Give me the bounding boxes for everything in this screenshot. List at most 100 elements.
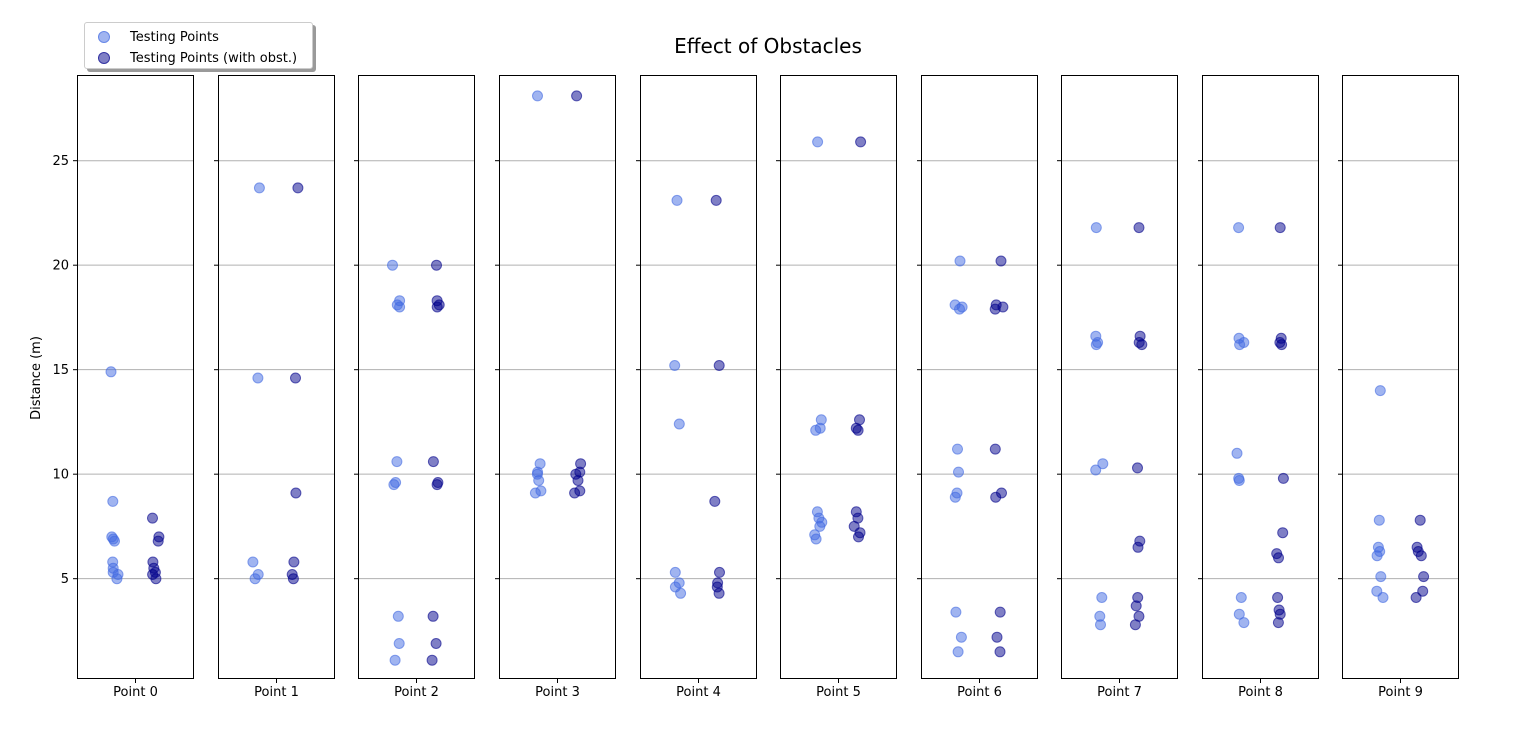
data-point-testing-points-with-obst bbox=[427, 456, 439, 468]
data-point-testing-points bbox=[389, 654, 401, 666]
data-point-testing-points-with-obst bbox=[713, 360, 725, 371]
data-point-testing-points-with-obst bbox=[1274, 222, 1286, 234]
panel-frame bbox=[640, 75, 757, 679]
data-point-testing-points-with-obst bbox=[1136, 339, 1148, 351]
chart-title: Effect of Obstacles bbox=[674, 34, 862, 58]
data-point-testing-points-with-obst bbox=[427, 610, 439, 622]
data-point-testing-points bbox=[1090, 339, 1102, 351]
data-point-testing-points-with-obst bbox=[853, 531, 864, 543]
data-point-testing-points bbox=[671, 194, 683, 206]
panel-point-6: Point 6 bbox=[917, 75, 1038, 700]
data-point-testing-points bbox=[1097, 458, 1109, 470]
data-point-testing-points bbox=[952, 646, 964, 658]
panel-frame bbox=[1061, 75, 1178, 679]
data-point-testing-points-with-obst bbox=[1415, 550, 1427, 562]
x-tick-label: Point 8 bbox=[1238, 685, 1283, 700]
data-point-testing-points-with-obst bbox=[290, 487, 302, 499]
data-point-testing-points-with-obst bbox=[1132, 541, 1144, 553]
data-point-testing-points-with-obst bbox=[994, 606, 1006, 618]
data-point-testing-points-with-obst bbox=[1133, 222, 1145, 234]
data-point-testing-points-with-obst bbox=[855, 136, 867, 148]
data-point-testing-points bbox=[394, 301, 406, 313]
panel-frame bbox=[218, 75, 335, 679]
data-point-testing-points bbox=[953, 466, 964, 478]
data-point-testing-points bbox=[533, 475, 545, 486]
data-point-testing-points-with-obst bbox=[431, 301, 443, 313]
panel-point-4: Point 4 bbox=[636, 75, 757, 700]
data-point-testing-points-with-obst bbox=[714, 566, 725, 578]
data-point-testing-points-with-obst bbox=[1276, 339, 1288, 351]
panel-point-8: Point 8 bbox=[1198, 75, 1319, 700]
y-tick-label: 20 bbox=[52, 259, 69, 274]
panel-point-1: Point 1 bbox=[214, 75, 335, 700]
data-point-testing-points bbox=[1373, 514, 1385, 526]
panel-point-2: Point 2 bbox=[354, 75, 475, 700]
panel-frame bbox=[921, 75, 1038, 679]
x-tick-label: Point 9 bbox=[1378, 685, 1423, 700]
data-point-testing-points bbox=[949, 491, 961, 503]
data-point-testing-points-with-obst bbox=[431, 479, 443, 491]
data-point-testing-points-with-obst bbox=[989, 443, 1001, 455]
data-point-testing-points-with-obst bbox=[1272, 617, 1284, 629]
data-point-testing-points-with-obst bbox=[287, 573, 299, 585]
data-point-testing-points bbox=[111, 573, 123, 585]
data-point-testing-points bbox=[107, 495, 119, 507]
data-point-testing-points bbox=[669, 360, 681, 371]
data-point-testing-points bbox=[1377, 592, 1389, 603]
data-point-testing-points-with-obst bbox=[990, 491, 1002, 503]
data-point-testing-points-with-obst bbox=[292, 182, 304, 194]
panel-point-9: Point 9 bbox=[1338, 75, 1459, 700]
data-point-testing-points bbox=[529, 487, 541, 499]
data-point-testing-points bbox=[954, 303, 965, 315]
x-tick-label: Point 1 bbox=[254, 685, 299, 700]
data-point-testing-points-with-obst bbox=[147, 512, 158, 524]
data-point-testing-points bbox=[1095, 619, 1106, 631]
data-point-testing-points bbox=[810, 424, 822, 436]
data-point-testing-points-with-obst bbox=[288, 556, 300, 568]
data-point-testing-points bbox=[387, 259, 398, 271]
y-axis-label: Distance (m) bbox=[29, 336, 44, 420]
data-point-testing-points-with-obst bbox=[430, 638, 442, 649]
data-point-testing-points bbox=[673, 418, 685, 430]
data-point-testing-points-with-obst bbox=[152, 535, 164, 547]
data-point-testing-points bbox=[1090, 222, 1102, 234]
data-point-testing-points-with-obst bbox=[572, 475, 584, 486]
data-point-testing-points-with-obst bbox=[1410, 592, 1422, 603]
data-point-testing-points bbox=[1233, 608, 1245, 620]
data-point-testing-points bbox=[109, 535, 120, 547]
panel-frame bbox=[358, 75, 475, 679]
data-point-testing-points-with-obst bbox=[1129, 619, 1141, 631]
x-tick-label: Point 3 bbox=[535, 685, 580, 700]
panel-point-3: Point 3 bbox=[495, 75, 616, 700]
data-point-testing-points-with-obst bbox=[569, 487, 581, 499]
data-point-testing-points bbox=[950, 606, 962, 618]
x-tick-label: Point 2 bbox=[394, 685, 439, 700]
data-point-testing-points bbox=[105, 366, 117, 378]
data-point-testing-points bbox=[392, 610, 404, 622]
data-point-testing-points-with-obst bbox=[426, 654, 438, 666]
y-tick-label: 15 bbox=[52, 363, 69, 378]
legend-item-testing-points: Testing Points bbox=[85, 27, 219, 47]
data-point-testing-points bbox=[1233, 475, 1245, 486]
data-point-testing-points bbox=[812, 136, 824, 148]
data-point-testing-points bbox=[391, 456, 403, 468]
data-point-testing-points-with-obst bbox=[713, 587, 725, 599]
data-point-testing-points bbox=[669, 566, 681, 578]
data-point-testing-points-with-obst bbox=[995, 255, 1007, 267]
legend-label-testing-points-with-obst: Testing Points (with obst.) bbox=[130, 50, 298, 66]
data-point-testing-points bbox=[814, 520, 826, 532]
data-point-testing-points bbox=[1375, 571, 1387, 583]
x-tick-label: Point 4 bbox=[676, 685, 721, 700]
data-point-testing-points-with-obst bbox=[710, 194, 722, 206]
data-point-testing-points bbox=[1371, 550, 1383, 562]
x-tick-label: Point 5 bbox=[816, 685, 861, 700]
data-point-testing-points-with-obst bbox=[1418, 571, 1430, 583]
data-point-testing-points bbox=[532, 90, 543, 102]
data-point-testing-points bbox=[1231, 447, 1243, 459]
y-tick-label: 10 bbox=[52, 468, 69, 483]
legend-marker-testing-points bbox=[98, 31, 110, 43]
data-point-testing-points-with-obst bbox=[1277, 527, 1289, 539]
data-point-testing-points-with-obst bbox=[150, 573, 162, 585]
data-point-testing-points-with-obst bbox=[1277, 472, 1289, 484]
